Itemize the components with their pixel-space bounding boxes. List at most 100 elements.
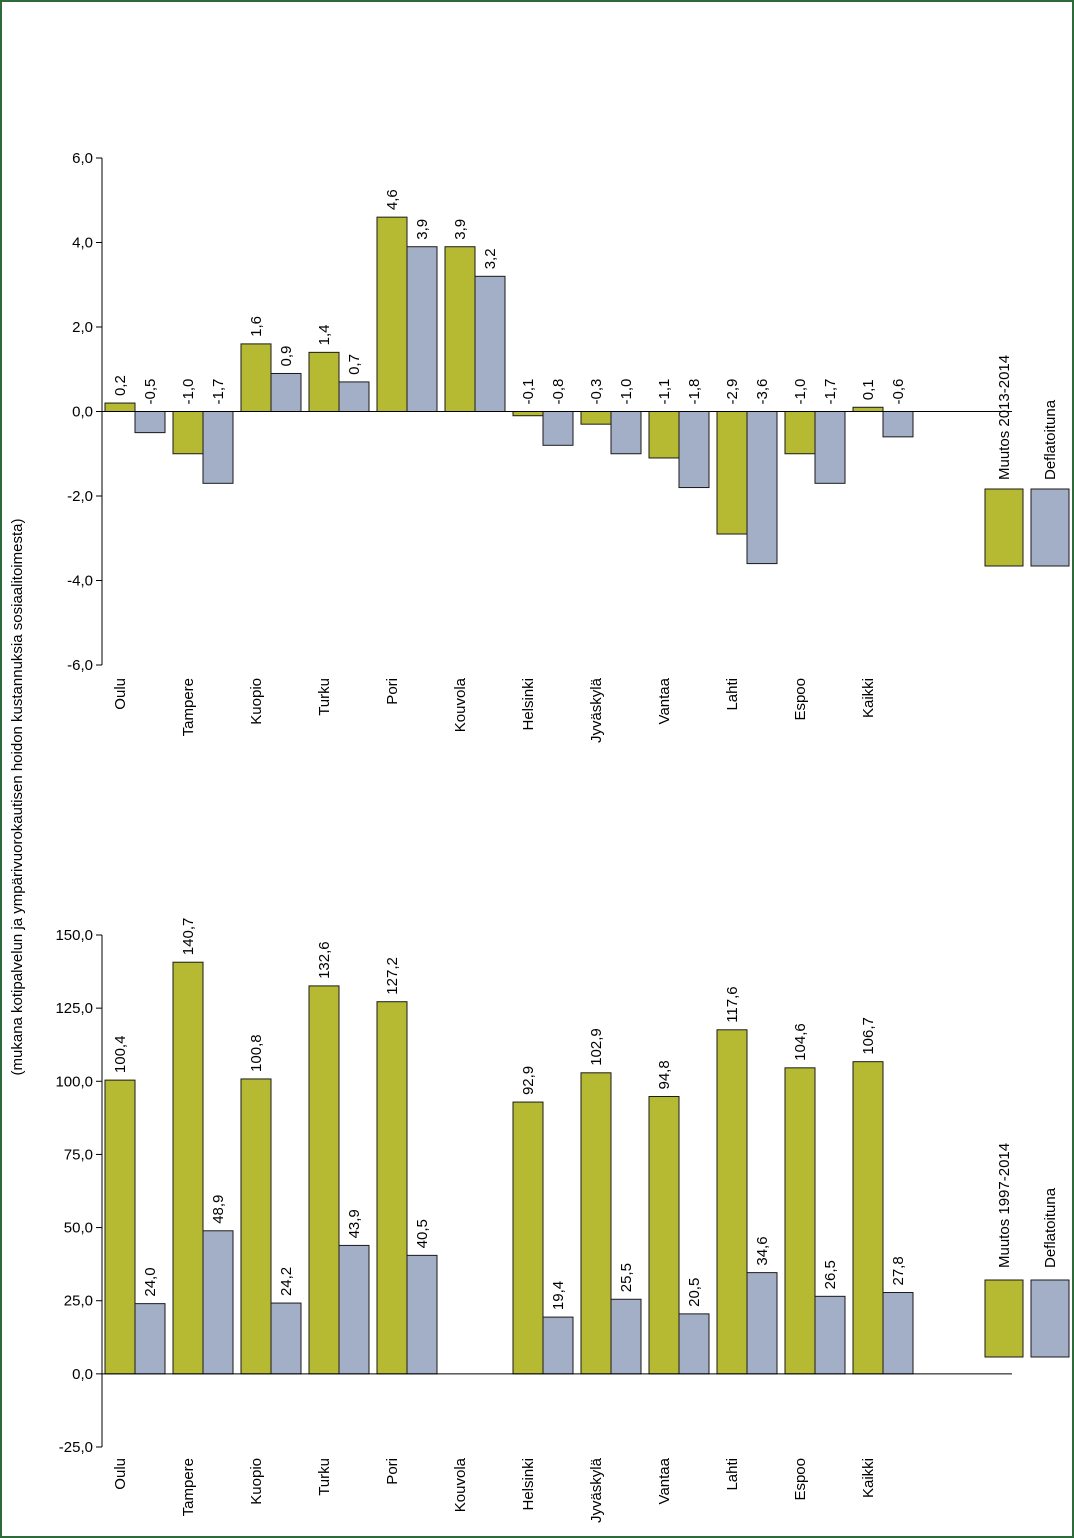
data-label: 104,6 (792, 1023, 809, 1061)
bar-series2 (746, 1272, 778, 1375)
bar-series2 (542, 1316, 574, 1375)
legend-swatch (1030, 488, 1070, 567)
data-label: 132,6 (316, 941, 333, 979)
bar-series2 (406, 1254, 438, 1375)
data-label: 140,7 (180, 918, 197, 956)
category-label: Oulu (112, 1458, 129, 1490)
y-tick-label: 75,0 (64, 1146, 93, 1163)
category-label: Pori (384, 678, 401, 705)
data-label: -0,6 (890, 379, 907, 405)
bar-series1 (648, 1095, 680, 1375)
bar-series1 (172, 961, 204, 1375)
bar-series1 (444, 246, 476, 412)
bar-series2 (814, 411, 846, 484)
bar-series2 (270, 372, 302, 413)
y-tick-label: 150,0 (55, 927, 93, 944)
y-tick-label: 125,0 (55, 1000, 93, 1017)
category-label: Kouvola (452, 1457, 469, 1512)
bar-series1 (376, 216, 408, 412)
legend-label: Muutos 1997-2014 (996, 1143, 1013, 1268)
bar-series2 (882, 411, 914, 438)
data-label: 27,8 (890, 1256, 907, 1285)
bar-series2 (338, 1244, 370, 1375)
data-label: 24,2 (278, 1267, 295, 1296)
bar-series2 (542, 411, 574, 446)
bar-series2 (746, 411, 778, 565)
data-label: 3,9 (452, 219, 469, 240)
data-label: 25,5 (618, 1263, 635, 1292)
category-label: Vantaa (656, 677, 673, 724)
bar-series2 (678, 1313, 710, 1375)
y-tick-label: 0,0 (72, 1366, 93, 1383)
bar-series2 (134, 1303, 166, 1375)
data-label: 4,6 (384, 189, 401, 210)
category-label: Lahti (724, 1458, 741, 1491)
category-label: Jyväskylä (588, 677, 605, 743)
legend-label: Deflatoituna (1042, 399, 1059, 480)
y-tick-label: 100,0 (55, 1073, 93, 1090)
bar-series2 (134, 411, 166, 434)
data-label: -0,1 (520, 379, 537, 405)
bar-series1 (512, 1101, 544, 1375)
data-label: 3,9 (414, 219, 431, 240)
data-label: 0,1 (860, 379, 877, 400)
data-label: 100,8 (248, 1034, 265, 1072)
data-label: -1,7 (210, 379, 227, 405)
data-label: -2,9 (724, 379, 741, 405)
bar-series1 (104, 1079, 136, 1375)
category-label: Espoo (792, 678, 809, 721)
bar-series1 (104, 402, 136, 412)
bar-series1 (580, 1072, 612, 1375)
bar-series2 (610, 1298, 642, 1375)
category-label: Jyväskylä (588, 1457, 605, 1523)
data-label: 102,9 (588, 1028, 605, 1066)
y-tick-label: -25,0 (59, 1439, 93, 1456)
y-tick-label: -2,0 (67, 488, 93, 505)
legend-swatch (984, 1279, 1024, 1358)
data-label: 92,9 (520, 1066, 537, 1095)
bar-series2 (610, 411, 642, 455)
category-label: Turku (316, 1458, 333, 1496)
category-label: Tampere (180, 678, 197, 736)
data-label: 34,6 (754, 1236, 771, 1265)
chart-bottom: -25,0 0,0 25,0 50,0 75,0 100,0 125,0 150,0 100,4… (55, 918, 1070, 1523)
bar-series2 (406, 246, 438, 412)
data-label: 1,4 (316, 324, 333, 345)
data-label: 100,4 (112, 1036, 129, 1074)
bar-series2 (270, 1302, 302, 1375)
chart-top: -6,0-4,0-2,00,02,04,06,00,2 -0,5Oulu-1,0-… (67, 150, 1070, 743)
y-tick-label: 50,0 (64, 1220, 93, 1237)
data-label: -0,5 (142, 379, 159, 405)
y-tick-label: 6,0 (72, 150, 93, 167)
category-label: Vantaa (656, 1457, 673, 1504)
bar-series1 (784, 411, 816, 455)
y-axis-label: (mukana kotipalvelun ja ympärivuorokauti… (9, 519, 26, 1076)
bar-series1 (580, 411, 612, 425)
data-label: 106,7 (860, 1017, 877, 1055)
category-label: Kuopio (248, 1458, 265, 1505)
data-label: -1,0 (792, 379, 809, 405)
y-tick-label: 0,0 (72, 404, 93, 421)
bar-series1 (852, 406, 884, 412)
legend-label: Deflatoituna (1042, 1187, 1059, 1268)
bar-series1 (852, 1061, 884, 1375)
data-label: -0,8 (550, 379, 567, 405)
data-label: 24,0 (142, 1267, 159, 1296)
data-label: -1,0 (618, 379, 635, 405)
data-label: -1,0 (180, 379, 197, 405)
category-label: Kuopio (248, 678, 265, 725)
data-label: 40,5 (414, 1219, 431, 1248)
category-label: Kouvola (452, 677, 469, 732)
category-label: Pori (384, 1458, 401, 1485)
data-label: 127,2 (384, 957, 401, 995)
data-label: 43,9 (346, 1209, 363, 1238)
bar-series1 (376, 1001, 408, 1375)
bar-series1 (308, 985, 340, 1375)
data-label: 0,7 (346, 354, 363, 375)
bar-series1 (716, 411, 748, 535)
data-label: -1,1 (656, 379, 673, 405)
data-label: -3,6 (754, 379, 771, 405)
bar-series1 (512, 411, 544, 417)
legend-swatch (1030, 1279, 1070, 1358)
